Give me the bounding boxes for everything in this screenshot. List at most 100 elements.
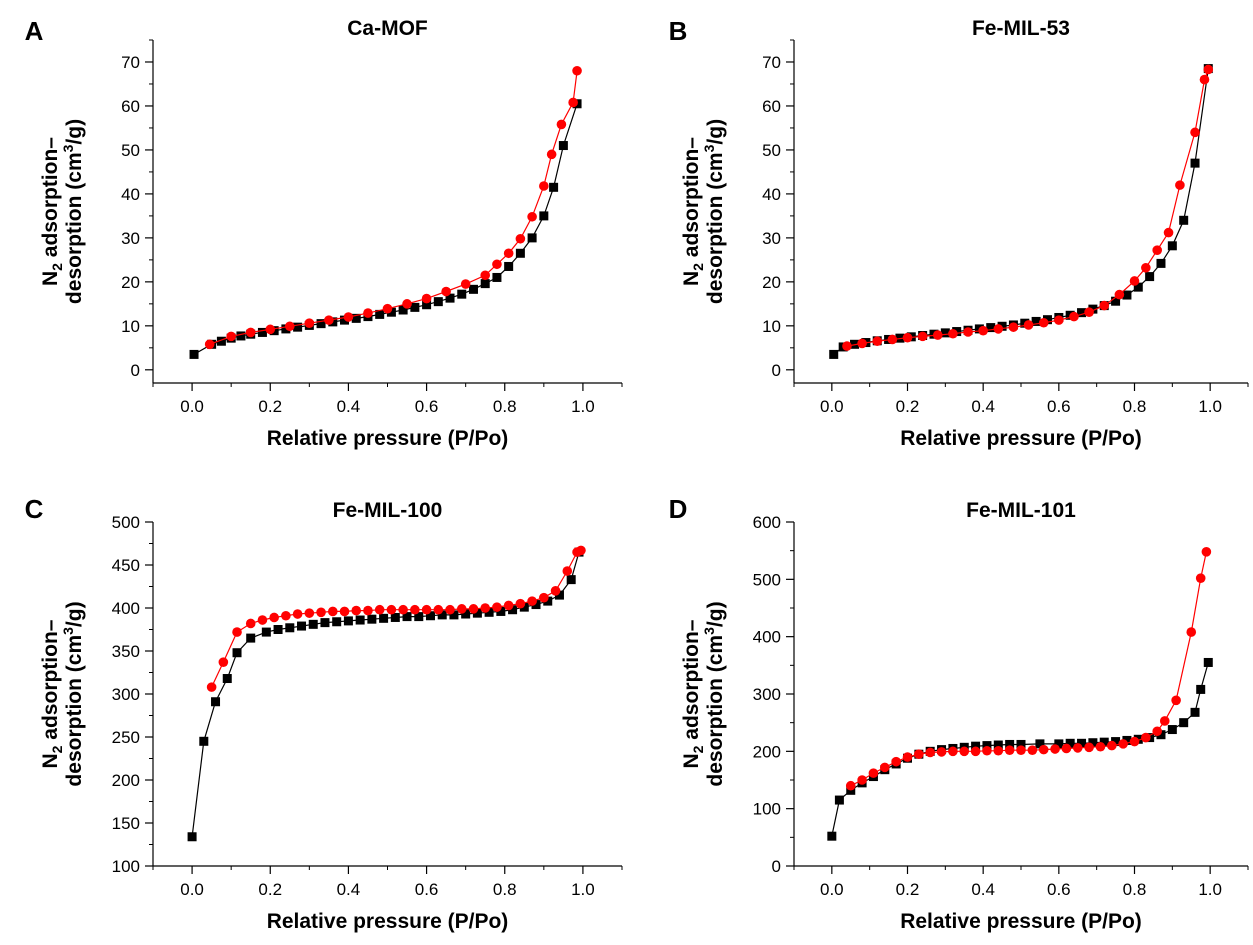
data-point-circle <box>281 610 291 621</box>
data-point-square <box>531 600 541 610</box>
y-tick-label: 250 <box>112 728 140 747</box>
data-point-circle <box>1195 573 1206 583</box>
chart-panel-a: A Ca-MOF 0.0 0.2 0.4 0.6 0.8 1.0 0 10 20 30 40 50 60 70… <box>25 16 623 450</box>
data-point-circle <box>527 596 537 606</box>
data-point-circle <box>284 321 295 332</box>
data-point-circle <box>1175 180 1185 190</box>
x-tick-label: 1.0 <box>571 397 595 416</box>
data-point-square <box>566 575 576 585</box>
data-point-circle <box>1141 262 1151 273</box>
data-point-circle <box>963 327 973 337</box>
data-point-circle <box>576 545 586 556</box>
data-point-circle <box>1072 743 1083 753</box>
data-point-square <box>1088 304 1098 314</box>
data-point-circle <box>1095 741 1106 752</box>
x-tick-label: 0.2 <box>258 397 282 416</box>
x-axis-label: Relative pressure (P/Po) <box>267 427 509 450</box>
data-point-square <box>492 272 502 282</box>
data-point-circle <box>891 756 901 767</box>
x-tick-label: 0.4 <box>337 397 361 416</box>
y-tick-label: 10 <box>121 317 140 336</box>
data-point-square <box>1031 316 1041 326</box>
data-point-square <box>543 596 553 606</box>
y-tick-label: 60 <box>121 97 140 116</box>
data-point-square <box>519 602 529 612</box>
panel-label: D <box>669 494 688 524</box>
data-point-circle <box>527 211 537 222</box>
data-point-circle <box>1203 64 1214 75</box>
x-axis-label: Relative pressure (P/Po) <box>267 910 509 933</box>
data-point-circle <box>374 604 385 615</box>
y-tick-label: 30 <box>121 229 140 248</box>
data-point-square <box>332 617 342 627</box>
data-point-circle <box>204 339 215 350</box>
data-point-square <box>414 612 424 622</box>
data-point-circle <box>402 299 412 309</box>
chart-title: Ca-MOF <box>347 17 428 40</box>
y-tick-label: 500 <box>753 570 781 589</box>
x-tick-label: 0.4 <box>971 880 995 899</box>
data-point-square <box>480 279 490 289</box>
data-point-circle <box>1038 744 1049 755</box>
data-point-square <box>468 284 478 294</box>
data-point-square <box>515 248 525 258</box>
data-point-circle <box>978 325 988 336</box>
data-point-circle <box>1152 726 1162 737</box>
data-point-circle <box>948 746 958 757</box>
data-point-circle <box>386 604 397 615</box>
data-point-square <box>433 297 443 307</box>
y-axis-label-line1: N2 adsorption– <box>39 619 65 768</box>
x-tick-label: 0.8 <box>493 880 517 899</box>
data-point-circle <box>410 604 420 615</box>
data-point-circle <box>936 747 947 757</box>
chart-panel-d: D Fe-MIL-101 0.0 0.2 0.4 0.6 0.8 1.0 0 100 200 300 4… <box>669 494 1249 933</box>
series-line-0 <box>191 551 580 837</box>
data-point-circle <box>562 566 573 576</box>
x-tick-label: 0.2 <box>896 397 920 416</box>
data-point-square <box>445 293 455 303</box>
data-point-circle <box>503 248 514 259</box>
y-axis-label-line2: desorption (cm3/g) <box>60 119 86 304</box>
series-line-0 <box>833 68 1209 355</box>
data-point-circle <box>857 338 867 349</box>
x-tick-label: 1.0 <box>571 880 595 899</box>
y-tick-label: 300 <box>112 685 140 704</box>
data-point-circle <box>1054 315 1064 325</box>
y-tick-label: 0 <box>131 361 140 380</box>
data-point-circle <box>902 332 913 343</box>
data-point-square <box>1179 215 1189 225</box>
data-point-circle <box>515 233 526 244</box>
data-point-square <box>1111 296 1121 306</box>
x-tick-label: 0.6 <box>1047 397 1071 416</box>
y-tick-label: 50 <box>121 141 140 160</box>
data-point-square <box>199 736 209 746</box>
data-point-circle <box>206 682 217 692</box>
data-point-square <box>189 349 199 359</box>
data-point-square <box>1111 737 1121 747</box>
x-tick-label: 0.0 <box>180 880 204 899</box>
x-tick-label: 0.8 <box>493 397 517 416</box>
data-point-square <box>1167 241 1177 251</box>
data-point-square <box>827 831 837 841</box>
y-tick-label: 0 <box>772 361 781 380</box>
y-tick-label: 60 <box>762 97 781 116</box>
data-point-circle <box>868 768 879 778</box>
chart-title: Fe-MIL-53 <box>972 17 1070 40</box>
data-point-square <box>246 633 256 643</box>
data-point-square <box>504 261 514 271</box>
data-point-square <box>1122 290 1132 300</box>
data-point-circle <box>572 65 582 76</box>
data-point-circle <box>1201 547 1212 557</box>
data-point-circle <box>304 608 315 618</box>
data-point-square <box>554 590 564 600</box>
x-axis-label: Relative pressure (P/Po) <box>900 910 1142 933</box>
x-tick-label: 1.0 <box>1198 397 1222 416</box>
data-point-circle <box>257 615 268 625</box>
data-point-circle <box>1186 627 1197 637</box>
data-point-circle <box>1141 732 1151 743</box>
data-point-circle <box>503 600 514 611</box>
data-point-square <box>834 795 844 805</box>
y-tick-label: 150 <box>112 814 140 833</box>
data-point-circle <box>970 746 981 757</box>
